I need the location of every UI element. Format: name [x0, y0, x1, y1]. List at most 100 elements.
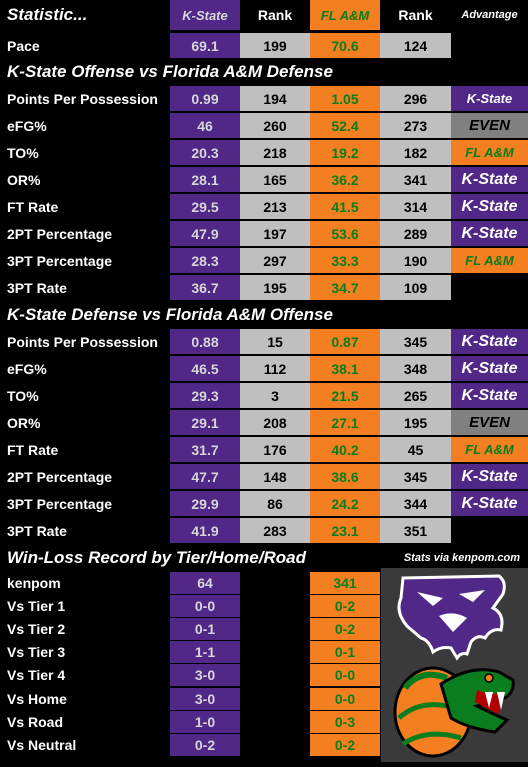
defense-row: 2PT Percentage 47.7 148 38.6 345 K-State: [0, 464, 528, 489]
record-label: Vs Tier 4: [7, 667, 66, 684]
flam-value: 19.2: [310, 140, 380, 165]
flam-record: 0-3: [310, 710, 380, 733]
flam-value: 24.2: [310, 491, 380, 516]
kstate-record: 3-0: [170, 687, 240, 710]
header-advantage: Advantage: [451, 0, 528, 30]
flam-value: 33.3: [310, 248, 380, 273]
advantage-badge: FL A&M: [451, 248, 528, 273]
header-rank-kstate: Rank: [240, 0, 310, 30]
kstate-value: 28.3: [170, 248, 240, 273]
kstate-value: 41.9: [170, 518, 240, 543]
flam-value: 41.5: [310, 194, 380, 219]
flam-rank: 109: [380, 275, 451, 300]
kstate-value: 0.88: [170, 329, 240, 354]
advantage-badge: K-State: [451, 86, 528, 111]
kstate-value: 46.5: [170, 356, 240, 381]
logo-panel: [381, 568, 528, 762]
stat-label: 3PT Percentage: [7, 252, 113, 269]
spacer: [240, 641, 310, 664]
kstate-value: 47.7: [170, 464, 240, 489]
flam-value: 36.2: [310, 167, 380, 192]
stat-label: FT Rate: [7, 198, 59, 215]
offense-row: 3PT Percentage 28.3 297 33.3 190 FL A&M: [0, 248, 528, 273]
pace-row: Pace 69.1 199 70.6 124: [0, 33, 528, 58]
flam-value: 52.4: [310, 113, 380, 138]
kstate-value: 69.1: [170, 33, 240, 58]
advantage-badge: K-State: [451, 221, 528, 246]
spacer: [240, 664, 310, 687]
kstate-rank: 194: [240, 86, 310, 111]
header-kstate: K-State: [170, 0, 240, 30]
offense-row: Points Per Possession 0.99 194 1.05 296 K-Sta…: [0, 86, 528, 111]
kstate-rank: 199: [240, 33, 310, 58]
kstate-value: 29.9: [170, 491, 240, 516]
advantage-badge: K-State: [451, 329, 528, 354]
kstate-record: 3-0: [170, 664, 240, 687]
flam-value: 0.87: [310, 329, 380, 354]
flam-rank: 296: [380, 86, 451, 111]
kstate-record: 1-0: [170, 710, 240, 733]
advantage-badge: [451, 275, 528, 300]
flam-value: 70.6: [310, 33, 380, 58]
defense-row: FT Rate 31.7 176 40.2 45 FL A&M: [0, 437, 528, 462]
flam-rank: 195: [380, 410, 451, 435]
stat-label: OR%: [7, 414, 41, 431]
spacer: [240, 687, 310, 710]
offense-section-header: K-State Offense vs Florida A&M Defense: [0, 59, 528, 84]
stat-label: 3PT Rate: [7, 522, 67, 539]
defense-row: Points Per Possession 0.88 15 0.87 345 K-Stat…: [0, 329, 528, 354]
advantage-badge: K-State: [451, 194, 528, 219]
offense-row: 3PT Rate 36.7 195 34.7 109: [0, 275, 528, 300]
flam-value: 23.1: [310, 518, 380, 543]
record-row: Vs Tier 3 1-1 0-1: [0, 641, 528, 664]
advantage-badge: FL A&M: [451, 437, 528, 462]
stat-label: Pace: [7, 37, 40, 54]
kstate-value: 0.99: [170, 86, 240, 111]
record-section-header: Win-Loss Record by Tier/Home/Road Stats …: [0, 545, 528, 570]
advantage-badge: EVEN: [451, 410, 528, 435]
flam-rank: 182: [380, 140, 451, 165]
spacer: [240, 733, 310, 756]
kstate-rank: 297: [240, 248, 310, 273]
record-row: Vs Tier 2 0-1 0-2: [0, 618, 528, 641]
rattler-logo-icon: [393, 666, 515, 758]
flam-rank: 265: [380, 383, 451, 408]
flam-rank: 345: [380, 329, 451, 354]
flam-record: 0-2: [310, 733, 380, 756]
kstate-value: 20.3: [170, 140, 240, 165]
offense-row: 2PT Percentage 47.9 197 53.6 289 K-State: [0, 221, 528, 246]
flam-record: 0-1: [310, 641, 380, 664]
header-row: Statistic... K-State Rank FL A&M Rank Ad…: [0, 0, 528, 30]
kstate-record: 0-1: [170, 618, 240, 641]
advantage-badge: K-State: [451, 491, 528, 516]
flam-value: 38.6: [310, 464, 380, 489]
defense-row: eFG% 46.5 112 38.1 348 K-State: [0, 356, 528, 381]
offense-row: OR% 28.1 165 36.2 341 K-State: [0, 167, 528, 192]
kstate-rank: 260: [240, 113, 310, 138]
kstate-rank: 218: [240, 140, 310, 165]
stat-label: 2PT Percentage: [7, 468, 113, 485]
stat-label: 3PT Percentage: [7, 495, 113, 512]
offense-title: K-State Offense vs Florida A&M Defense: [7, 61, 333, 81]
kstate-rank: 208: [240, 410, 310, 435]
kstate-rank: 165: [240, 167, 310, 192]
spacer: [240, 572, 310, 594]
record-label: Vs Neutral: [7, 736, 77, 753]
advantage-badge: EVEN: [451, 113, 528, 138]
stat-label: eFG%: [7, 117, 47, 134]
spacer: [240, 710, 310, 733]
flam-record: 0-0: [310, 687, 380, 710]
kstate-rank: 148: [240, 464, 310, 489]
defense-title: K-State Defense vs Florida A&M Offense: [7, 304, 333, 324]
flam-rank: 351: [380, 518, 451, 543]
stat-label: FT Rate: [7, 441, 59, 458]
kstate-value: 46: [170, 113, 240, 138]
kstate-record: 64: [170, 572, 240, 594]
flam-record: 0-2: [310, 618, 380, 641]
kstate-value: 36.7: [170, 275, 240, 300]
flam-value: 40.2: [310, 437, 380, 462]
offense-row: FT Rate 29.5 213 41.5 314 K-State: [0, 194, 528, 219]
header-statistic: Statistic...: [7, 5, 88, 24]
flam-value: 53.6: [310, 221, 380, 246]
